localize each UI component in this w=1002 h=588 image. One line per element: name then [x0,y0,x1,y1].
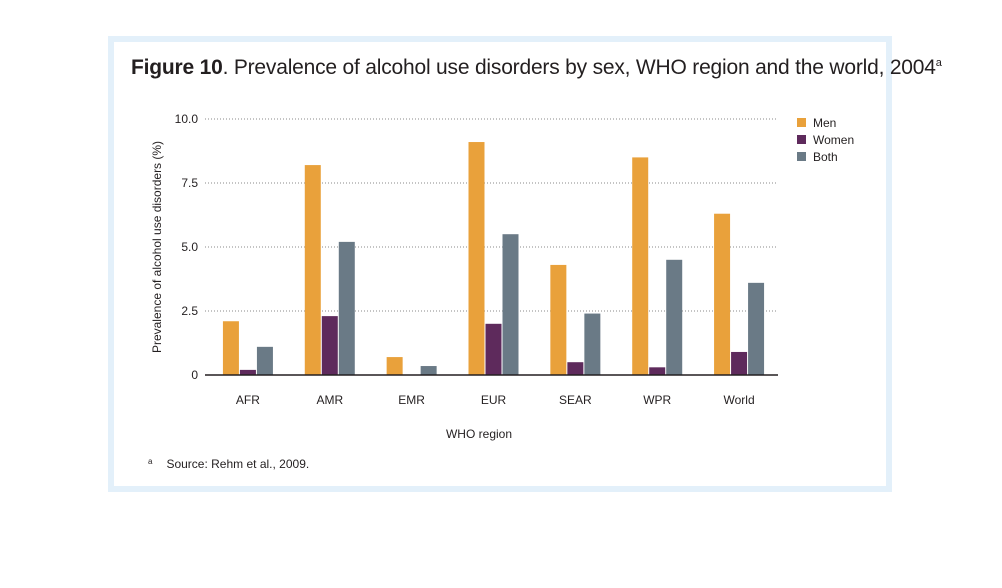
bar-both-world [748,282,765,375]
footnote: a Source: Rehm et al., 2009. [148,457,309,471]
y-tick-label: 7.5 [181,176,198,190]
y-tick-label: 5.0 [181,240,198,254]
x-tick-label: AMR [316,393,343,407]
bar-men-emr [386,357,403,375]
bar-men-wpr [632,157,649,375]
legend: Men Women Both [797,116,854,164]
figure-title-text: . Prevalence of alcohol use disorders by… [222,56,936,79]
bars [222,142,765,375]
legend-swatch-women [797,135,806,144]
bar-women-amr [321,316,338,375]
bar-both-sear [584,313,601,375]
x-tick-label: EMR [398,393,425,407]
x-axis-label: WHO region [446,427,512,441]
y-tick-label: 2.5 [181,304,198,318]
bar-women-sear [567,362,584,375]
legend-label-women: Women [813,133,854,147]
figure-title: Figure 10. Prevalence of alcohol use dis… [131,56,942,80]
bar-women-wpr [649,367,666,375]
footnote-mark: a [148,457,153,466]
bar-men-world [714,213,731,375]
bar-both-amr [338,241,355,375]
bar-men-afr [222,321,239,375]
bar-both-afr [256,346,273,375]
y-tick-labels: 0 2.5 5.0 7.5 10.0 [175,112,199,382]
x-tick-label: SEAR [559,393,592,407]
bar-men-amr [304,165,321,375]
bar-men-eur [468,142,485,375]
x-tick-label: WPR [643,393,671,407]
y-axis-label: Prevalence of alcohol use disorders (%) [150,141,164,353]
legend-label-both: Both [813,150,838,164]
legend-swatch-men [797,118,806,127]
gridlines [205,118,778,312]
legend-swatch-both [797,152,806,161]
y-tick-label: 10.0 [175,112,199,126]
bar-both-eur [502,234,519,375]
x-tick-label: AFR [236,393,260,407]
bar-women-world [731,351,748,375]
bar-women-afr [239,369,256,375]
y-tick-label: 0 [191,368,198,382]
bar-women-eur [485,323,502,375]
figure-frame [108,36,892,492]
footnote-text: Source: Rehm et al., 2009. [166,457,310,471]
bar-both-emr [420,366,437,375]
bar-men-sear [550,264,567,375]
x-tick-labels: AFR AMR EMR EUR SEAR WPR World [236,393,755,407]
legend-label-men: Men [813,116,836,130]
bar-both-wpr [666,259,683,375]
x-tick-label: World [724,393,755,407]
title-footnote-mark: a [935,57,942,69]
figure-number: Figure 10 [131,56,223,79]
x-tick-label: EUR [481,393,507,407]
